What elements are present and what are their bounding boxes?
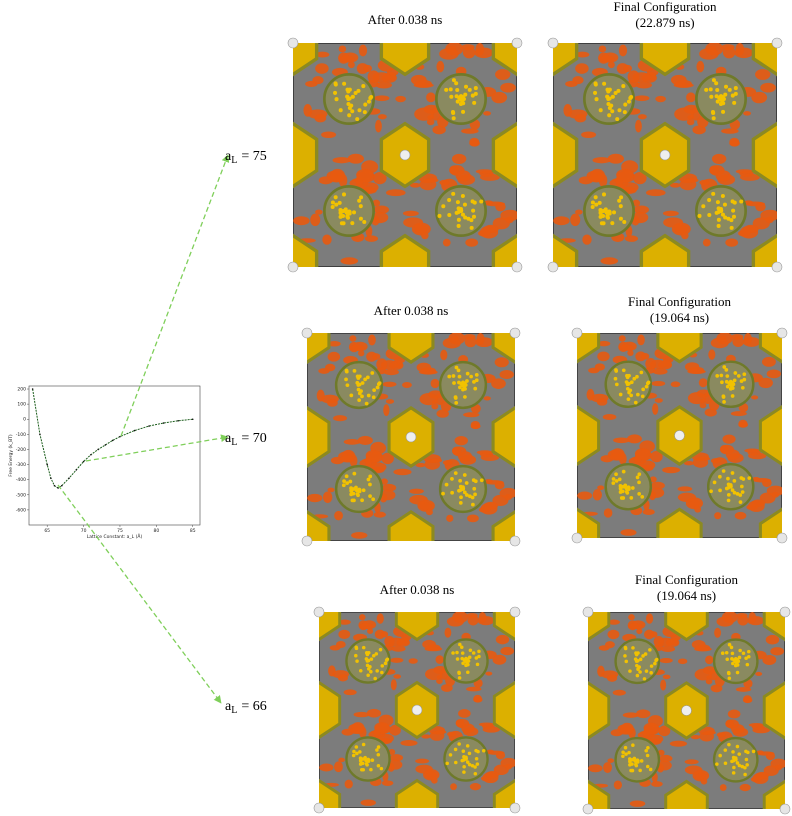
lattice-label: aL = 75: [225, 149, 267, 166]
value: = 66: [241, 699, 266, 714]
panel-title: (19.064 ns): [650, 310, 709, 325]
energy-curve: [32, 388, 193, 489]
center-ion: [659, 149, 671, 161]
y-axis-label: Free Energy (k_BT): [8, 434, 14, 477]
corner-ion: [287, 261, 299, 273]
center-ion: [674, 430, 685, 441]
arrow: [85, 434, 229, 462]
snapshot: [588, 612, 785, 809]
corner-ion: [313, 802, 325, 814]
corner-ion: [509, 327, 521, 339]
data-point: [46, 463, 48, 466]
subscript: L: [231, 155, 237, 166]
data-point: [97, 448, 99, 451]
data-point: [191, 418, 194, 421]
panel-title: Final Configuration: [635, 572, 738, 587]
corner-ion: [287, 37, 299, 49]
corner-ion: [547, 37, 559, 49]
y-tick-label: -600: [16, 507, 26, 513]
corner-ion: [571, 532, 583, 544]
panel-title: Final Configuration: [628, 294, 731, 309]
x-tick-label: 80: [153, 528, 159, 534]
corner-ion: [776, 327, 788, 339]
corner-ion: [771, 261, 783, 273]
corner-ion: [511, 261, 523, 273]
data-point: [31, 388, 34, 390]
x-tick-label: 70: [81, 528, 87, 534]
arrow: [57, 484, 222, 704]
y-tick-label: -300: [16, 462, 26, 468]
value: = 75: [241, 149, 266, 164]
data-point: [133, 429, 136, 432]
lattice-label: aL = 66: [225, 699, 267, 716]
y-tick-label: -200: [16, 447, 26, 453]
center-ion: [681, 705, 692, 716]
data-point: [50, 477, 52, 479]
lattice-label: aL = 70: [225, 431, 267, 448]
corner-ion: [779, 606, 791, 618]
panel-title: After 0.038 ns: [368, 12, 443, 27]
snapshot: [319, 612, 515, 808]
panel-title: After 0.038 ns: [380, 582, 455, 597]
data-point: [119, 435, 121, 438]
symbol: a: [225, 149, 232, 164]
value: = 70: [241, 431, 266, 446]
corner-ion: [771, 37, 783, 49]
panel-title: Final Configuration: [614, 0, 717, 14]
y-tick-label: -500: [16, 492, 26, 498]
center-ion: [411, 704, 423, 716]
corner-ion: [571, 327, 583, 339]
symbol: a: [225, 431, 232, 446]
arrow: [120, 154, 230, 437]
x-tick-label: 65: [44, 528, 50, 534]
data-point: [68, 477, 70, 479]
x-axis-label: Lattice Constant: a_L (Å): [87, 533, 143, 540]
plot-frame: [28, 385, 201, 526]
symbol: a: [225, 699, 232, 714]
corner-ion: [547, 261, 559, 273]
subscript: L: [231, 705, 237, 716]
y-tick-label: 100: [17, 402, 26, 408]
snapshot: [577, 333, 782, 538]
y-tick-label: -100: [16, 432, 26, 438]
panel-title: (22.879 ns): [635, 15, 694, 30]
panel-title: After 0.038 ns: [374, 303, 449, 318]
subscript: L: [231, 437, 237, 448]
corner-ion: [776, 532, 788, 544]
corner-ion: [301, 327, 313, 339]
panel-title: (19.064 ns): [657, 588, 716, 603]
x-tick-label: 75: [117, 528, 123, 534]
y-tick-label: 200: [17, 387, 26, 393]
data-point: [57, 487, 59, 489]
corner-ion: [509, 535, 521, 547]
data-point: [111, 439, 114, 442]
arrows: [57, 154, 230, 704]
x-tick-label: 85: [190, 528, 196, 534]
corner-ion: [582, 606, 594, 618]
data-point: [39, 433, 41, 436]
data-point: [75, 469, 78, 471]
data-point: [90, 453, 92, 456]
y-tick-label: -400: [16, 477, 26, 483]
corner-ion: [301, 535, 313, 547]
corner-ion: [779, 803, 791, 815]
y-tick-label: 0: [23, 417, 26, 423]
data-point: [148, 425, 150, 427]
corner-ion: [313, 606, 325, 618]
center-ion: [405, 431, 417, 443]
center-ion: [399, 149, 411, 161]
corner-ion: [582, 803, 594, 815]
data-point: [82, 460, 85, 463]
data-point: [104, 444, 107, 446]
data-point: [53, 484, 56, 487]
data-point: [177, 419, 179, 422]
corner-ion: [509, 606, 521, 618]
corner-ion: [511, 37, 523, 49]
corner-ion: [509, 802, 521, 814]
data-point: [162, 422, 165, 424]
data-point: [60, 484, 63, 487]
free-energy-chart: 200 100 0 -100 -200 -300 -400 -500 -600 65 70 75 80 8…: [8, 385, 201, 540]
